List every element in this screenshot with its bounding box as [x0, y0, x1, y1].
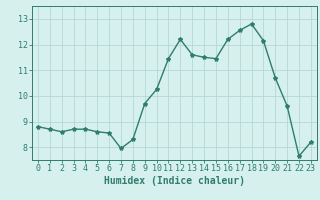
X-axis label: Humidex (Indice chaleur): Humidex (Indice chaleur): [104, 176, 245, 186]
